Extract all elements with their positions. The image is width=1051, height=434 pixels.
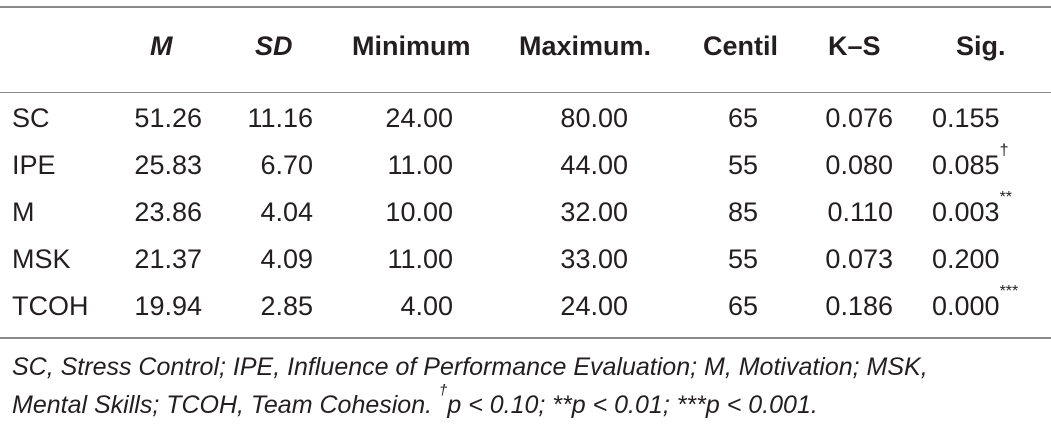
header-minimum: Minimum: [352, 31, 471, 61]
header-maximum: Maximum.: [519, 31, 652, 61]
header-centil: Centil: [703, 31, 779, 61]
cell-sig: 0.085†: [932, 143, 1008, 183]
footnote-line-1: SC, Stress Control; IPE, Influence of Pe…: [12, 353, 928, 381]
cell-maximum: 24.00: [560, 291, 628, 321]
cell-sd: 6.70: [260, 150, 313, 180]
cell-m: 25.83: [134, 150, 202, 180]
sig-mark: †: [999, 142, 1009, 159]
sig-value: 0.085: [932, 150, 1000, 180]
cell-ks: 0.186: [825, 291, 893, 321]
cell-m: 19.94: [134, 291, 202, 321]
footnote-abbrev: Mental Skills; TCOH, Team Cohesion.: [12, 391, 440, 419]
header-rule: [0, 92, 1051, 93]
cell-m: 51.26: [134, 103, 202, 133]
row-label: MSK: [12, 244, 71, 274]
cell-sig: 0.200: [932, 241, 1000, 277]
sig-mark: ***: [999, 283, 1019, 300]
cell-centil: 85: [727, 197, 758, 227]
cell-centil: 55: [727, 244, 758, 274]
cell-minimum: 11.00: [387, 150, 453, 180]
cell-minimum: 24.00: [385, 103, 453, 133]
sig-value: 0.000: [932, 291, 1000, 321]
header-m: M: [150, 31, 173, 61]
cell-sd: 4.09: [260, 244, 313, 274]
header-sd: SD: [255, 31, 293, 61]
cell-maximum: 33.00: [560, 244, 628, 274]
footnote-dagger: †: [439, 382, 448, 399]
sig-value: 0.200: [932, 244, 1000, 274]
cell-minimum: 11.00: [387, 244, 453, 274]
cell-m: 23.86: [134, 197, 202, 227]
cell-maximum: 32.00: [560, 197, 628, 227]
cell-sig: 0.000***: [932, 284, 1018, 324]
cell-centil: 55: [727, 150, 758, 180]
cell-centil: 65: [727, 103, 758, 133]
footnote-significance: p < 0.10; **p < 0.01; ***p < 0.001.: [447, 391, 818, 419]
cell-ks: 0.076: [825, 103, 893, 133]
cell-ks: 0.110: [827, 197, 893, 227]
bottom-rule: [0, 337, 1051, 339]
top-rule: [0, 6, 1051, 8]
cell-sd: 2.85: [260, 291, 313, 321]
row-label: M: [12, 197, 35, 227]
row-label: IPE: [12, 150, 56, 180]
header-ks: K–S: [828, 31, 881, 61]
sig-value: 0.003: [932, 197, 1000, 227]
row-label: TCOH: [12, 291, 89, 321]
cell-ks: 0.073: [825, 244, 893, 274]
table-footnote: SC, Stress Control; IPE, Influence of Pe…: [12, 348, 1042, 424]
cell-maximum: 80.00: [560, 103, 628, 133]
cell-maximum: 44.00: [560, 150, 628, 180]
cell-centil: 65: [727, 291, 758, 321]
cell-sig: 0.003**: [932, 190, 1012, 230]
cell-sig: 0.155: [932, 100, 1000, 136]
cell-sd: 11.16: [247, 103, 313, 133]
row-label: SC: [12, 103, 50, 133]
cell-m: 21.37: [134, 244, 202, 274]
footnote-line-2: Mental Skills; TCOH, Team Cohesion. †p <…: [12, 383, 1042, 424]
sig-value: 0.155: [932, 103, 1000, 133]
cell-ks: 0.080: [825, 150, 893, 180]
sig-mark: **: [999, 189, 1013, 206]
header-sig: Sig.: [956, 31, 1006, 61]
cell-minimum: 4.00: [400, 291, 453, 321]
cell-minimum: 10.00: [385, 197, 453, 227]
cell-sd: 4.04: [260, 197, 313, 227]
